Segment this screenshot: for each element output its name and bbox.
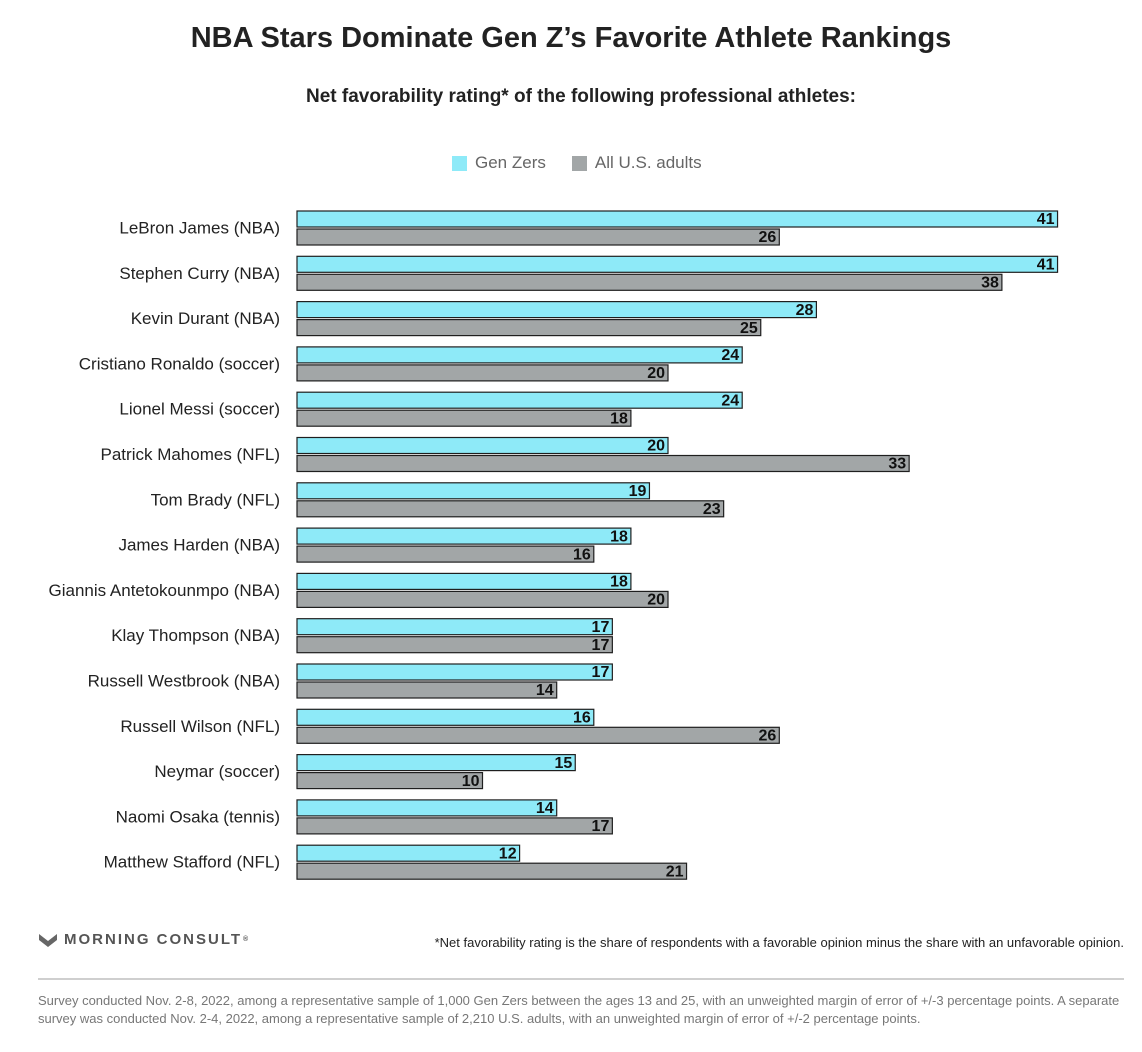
category-label-stephen-curry-nba: Stephen Curry (NBA) [119, 264, 280, 283]
value-label-gen-z-neymar-soccer: 15 [554, 755, 572, 772]
legend-swatch-adults [571, 155, 587, 171]
brand-mark: ® [243, 936, 249, 943]
value-label-adults-tom-brady-nfl: 23 [703, 501, 721, 518]
value-label-gen-z-james-harden-nba: 18 [610, 528, 628, 545]
category-label-kevin-durant-nba: Kevin Durant (NBA) [131, 309, 280, 328]
bar-adults-james-harden-nba [296, 545, 595, 563]
value-label-gen-z-matthew-stafford-nfl: 12 [499, 845, 517, 862]
value-label-gen-z-klay-thompson-nba: 17 [592, 619, 610, 636]
legend-item-gen-z: Gen Zers [452, 153, 546, 173]
bar-adults-naomi-osaka-tennis [296, 817, 613, 835]
value-label-adults-klay-thompson-nba: 17 [592, 637, 610, 654]
value-label-adults-giannis-antetokounmpo-nba: 20 [647, 592, 665, 609]
category-label-russell-wilson-nfl: Russell Wilson (NFL) [120, 717, 280, 736]
value-label-adults-russell-wilson-nfl: 26 [759, 728, 777, 745]
bar-gen-z-cristiano-ronaldo-soccer [296, 346, 743, 364]
bar-adults-neymar-soccer [296, 771, 484, 790]
value-label-gen-z-cristiano-ronaldo-soccer: 24 [721, 347, 739, 364]
legend: Gen Zers All U.S. adults [452, 153, 728, 173]
value-label-adults-russell-westbrook-nba: 14 [536, 682, 554, 699]
footer-divider [38, 978, 1124, 980]
value-label-adults-kevin-durant-nba: 25 [740, 320, 758, 337]
bar-adults-lebron-james-nba [296, 228, 780, 246]
bar-gen-z-russell-westbrook-nba [296, 663, 613, 681]
bar-gen-z-naomi-osaka-tennis [296, 799, 558, 817]
value-label-adults-lionel-messi-soccer: 18 [610, 410, 628, 427]
bar-adults-stephen-curry-nba [296, 273, 1003, 291]
category-label-lebron-james-nba: LeBron James (NBA) [119, 218, 280, 237]
bar-gen-z-lionel-messi-soccer [296, 391, 743, 409]
value-label-gen-z-tom-brady-nfl: 19 [629, 483, 647, 500]
category-label-james-harden-nba: James Harden (NBA) [118, 536, 280, 555]
chart-title: NBA Stars Dominate Gen Z’s Favorite Athl… [190, 22, 952, 54]
legend-label-adults: All U.S. adults [594, 153, 702, 172]
category-label-klay-thompson-nba: Klay Thompson (NBA) [111, 626, 280, 645]
value-label-gen-z-giannis-antetokounmpo-nba: 18 [610, 574, 628, 591]
category-label-lionel-messi-soccer: Lionel Messi (soccer) [119, 400, 280, 419]
value-label-gen-z-russell-wilson-nfl: 16 [573, 710, 591, 727]
category-label-naomi-osaka-tennis: Naomi Osaka (tennis) [116, 807, 280, 826]
legend-swatch-gen-z [452, 155, 467, 171]
bar-adults-lionel-messi-soccer [296, 409, 632, 427]
bar-gen-z-neymar-soccer [296, 753, 576, 772]
methodology-note: Survey conducted Nov. 2-8, 2022, among a… [38, 993, 1120, 1026]
value-label-gen-z-naomi-osaka-tennis: 14 [536, 800, 554, 817]
category-label-russell-westbrook-nba: Russell Westbrook (NBA) [88, 671, 280, 690]
bar-gen-z-lebron-james-nba [296, 210, 1059, 228]
bar-gen-z-patrick-mahomes-nfl [296, 436, 669, 455]
bar-adults-klay-thompson-nba [296, 636, 613, 654]
value-label-gen-z-russell-westbrook-nba: 17 [592, 664, 610, 681]
bar-adults-kevin-durant-nba [296, 319, 762, 337]
value-label-adults-james-harden-nba: 16 [573, 546, 591, 563]
bar-gen-z-giannis-antetokounmpo-nba [296, 572, 632, 591]
value-label-gen-z-lebron-james-nba: 41 [1037, 211, 1055, 228]
bar-adults-tom-brady-nfl [296, 500, 725, 518]
bar-adults-patrick-mahomes-nfl [296, 454, 910, 473]
value-label-gen-z-kevin-durant-nba: 28 [796, 302, 814, 319]
category-label-neymar-soccer: Neymar (soccer) [154, 762, 280, 781]
bar-gen-z-klay-thompson-nba [296, 618, 613, 636]
category-label-matthew-stafford-nfl: Matthew Stafford (NFL) [104, 853, 280, 872]
legend-item-adults: All U.S. adults [571, 153, 702, 173]
category-label-cristiano-ronaldo-soccer: Cristiano Ronaldo (soccer) [79, 354, 280, 373]
morning-consult-logo-icon [39, 933, 57, 947]
bar-adults-matthew-stafford-nfl [296, 862, 688, 880]
bar-chart: LeBron James (NBA) 41 26 Stephen Curry (NBA… [48, 210, 1059, 880]
bar-adults-russell-westbrook-nba [296, 681, 558, 699]
value-label-gen-z-lionel-messi-soccer: 24 [721, 392, 739, 409]
brand-name: MORNING CONSULT [64, 931, 243, 948]
value-label-adults-naomi-osaka-tennis: 17 [592, 818, 610, 835]
bar-gen-z-stephen-curry-nba [296, 255, 1059, 273]
value-label-adults-matthew-stafford-nfl: 21 [666, 863, 684, 880]
category-label-tom-brady-nfl: Tom Brady (NFL) [151, 490, 280, 509]
legend-label-gen-z: Gen Zers [475, 153, 546, 172]
value-label-adults-lebron-james-nba: 26 [759, 229, 777, 246]
footnote: *Net favorability rating is the share of… [434, 935, 1124, 950]
category-label-patrick-mahomes-nfl: Patrick Mahomes (NFL) [101, 445, 280, 464]
value-label-adults-cristiano-ronaldo-soccer: 20 [647, 365, 665, 382]
bar-adults-russell-wilson-nfl [296, 726, 780, 744]
category-label-giannis-antetokounmpo-nba: Giannis Antetokounmpo (NBA) [48, 581, 280, 600]
value-label-gen-z-stephen-curry-nba: 41 [1037, 257, 1055, 274]
value-label-adults-stephen-curry-nba: 38 [981, 275, 999, 292]
bar-gen-z-kevin-durant-nba [296, 301, 818, 319]
bar-gen-z-james-harden-nba [296, 527, 632, 545]
bar-gen-z-russell-wilson-nfl [296, 708, 595, 726]
value-label-gen-z-patrick-mahomes-nfl: 20 [647, 438, 665, 455]
bar-adults-giannis-antetokounmpo-nba [296, 590, 669, 609]
bar-adults-cristiano-ronaldo-soccer [296, 364, 669, 382]
value-label-adults-neymar-soccer: 10 [462, 773, 480, 790]
value-label-adults-patrick-mahomes-nfl: 33 [888, 456, 906, 473]
chart-subtitle: Net favorability rating* of the followin… [305, 86, 856, 107]
bar-gen-z-matthew-stafford-nfl [296, 844, 521, 862]
bar-gen-z-tom-brady-nfl [296, 482, 651, 500]
brand-logo: MORNING CONSULT ® [38, 931, 248, 948]
